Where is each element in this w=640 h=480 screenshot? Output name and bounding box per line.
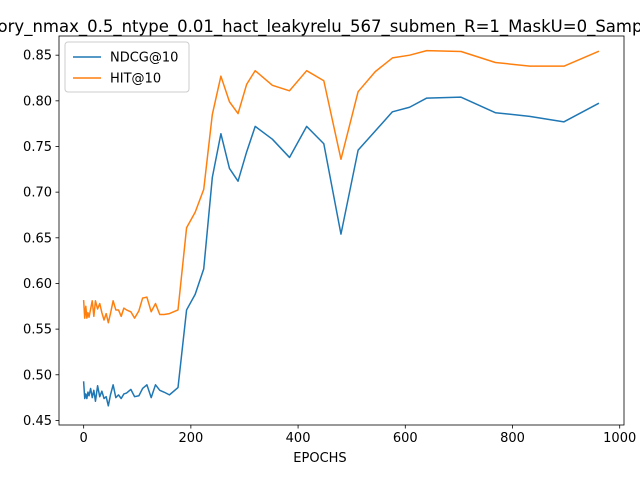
y-tick-label: 0.75: [23, 140, 52, 155]
y-tick-label: 0.70: [23, 186, 52, 201]
legend-label: HIT@10: [110, 72, 161, 87]
y-tick-label: 0.60: [23, 277, 52, 292]
legend-label: NDCG@10: [110, 51, 178, 66]
x-tick-label: 0: [80, 431, 88, 446]
x-axis-title: EPOCHS: [293, 451, 346, 466]
plot-area: 0 200 400 600 800 1000 0.45 0.50 0.55 0.60 0.65 0.7…: [23, 35, 636, 446]
y-tick-label: 0.85: [23, 49, 52, 64]
axes-frame: [58, 35, 625, 426]
legend-box: [64, 41, 190, 93]
x-tick-label: 200: [178, 431, 203, 446]
x-tick-label: 600: [393, 431, 418, 446]
y-tick-label: 0.50: [23, 368, 52, 383]
y-tick-label: 0.65: [23, 231, 52, 246]
y-tick-label: 0.80: [23, 94, 52, 109]
x-tick-label: 1000: [603, 431, 636, 446]
y-tick-label: 0.45: [23, 414, 52, 429]
y-tick-label: 0.55: [23, 323, 52, 338]
x-tick-label: 800: [500, 431, 525, 446]
x-tick-label: 400: [286, 431, 311, 446]
chart-title: ory_nmax_0.5_ntype_0.01_hact_leakyrelu_5…: [0, 17, 640, 37]
series-line-hit-10: [82, 49, 600, 324]
series-line-ndcg-10: [82, 96, 600, 407]
